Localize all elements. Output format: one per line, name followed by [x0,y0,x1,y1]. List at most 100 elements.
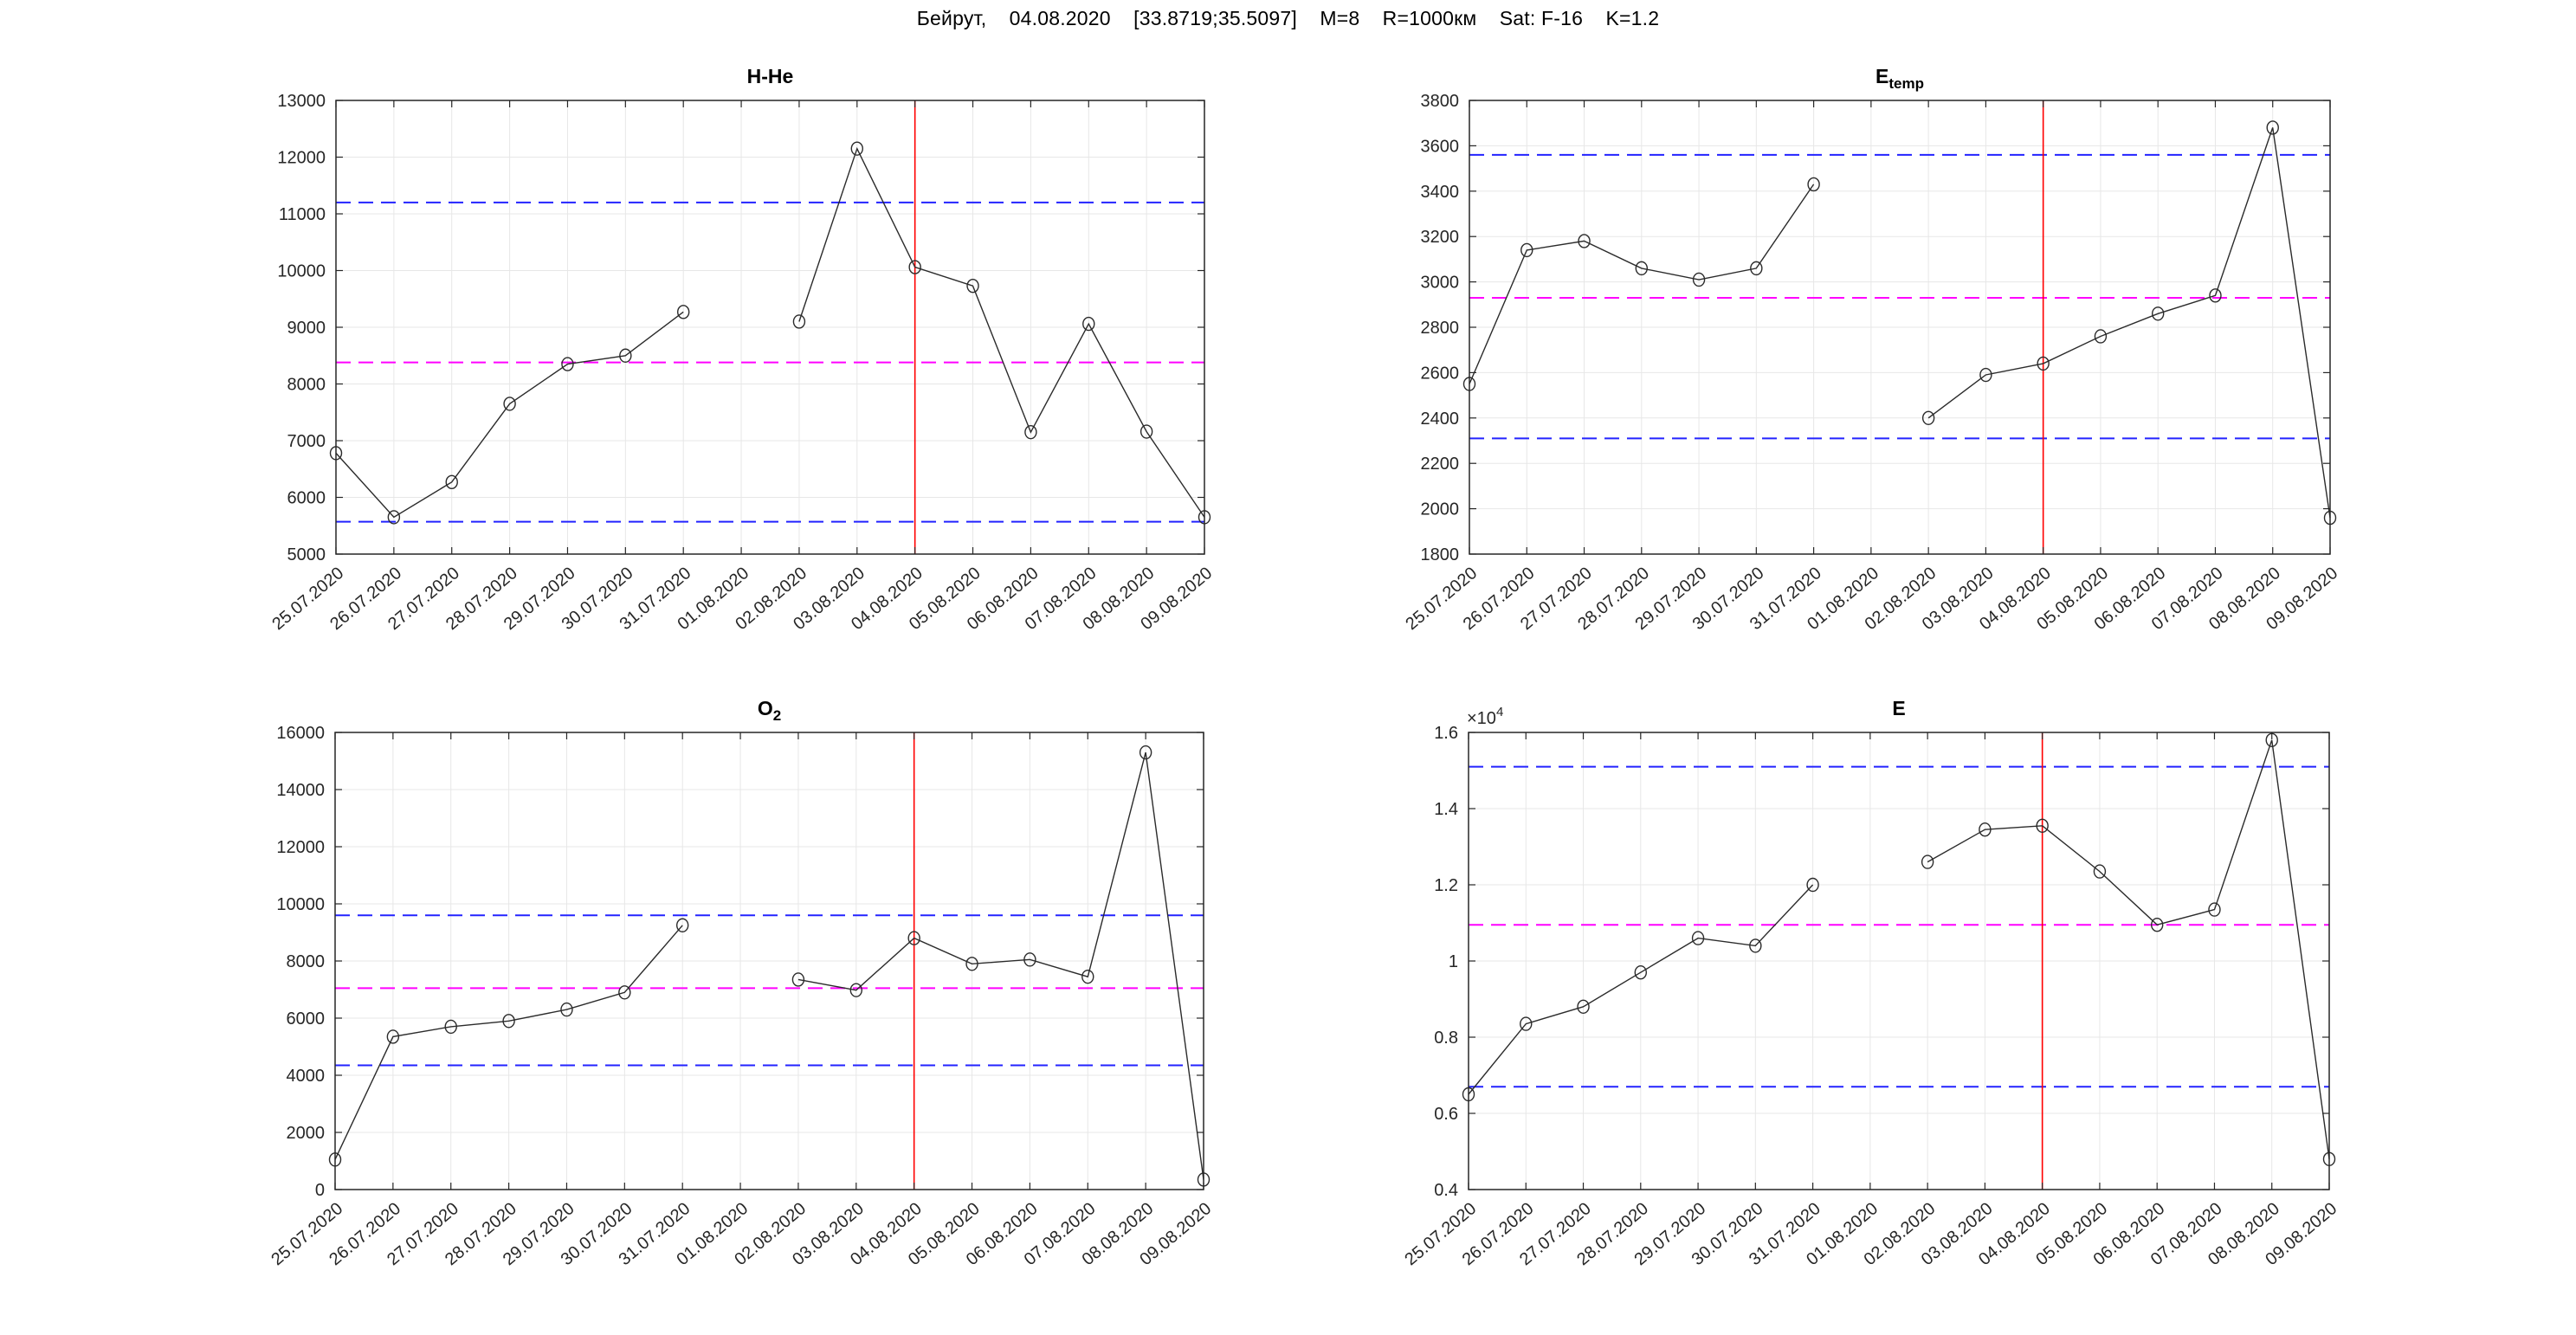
data-point [907,931,920,945]
y-tick-label: 2000 [287,1124,326,1143]
data-point [1024,424,1037,440]
subplot-title-sub: temp [1888,75,1924,92]
y-tick-label: 9000 [287,319,326,338]
data-point [1921,855,1934,869]
data-point [1520,242,1533,258]
subplot-title: Etemp [1876,65,1924,92]
subplot-o2-chart: 020004000600080001000012000140001600025.… [268,697,1215,1269]
data-point [2152,306,2165,321]
y-tick-label: 2000 [1421,500,1460,519]
data-point [1807,177,1820,192]
y-tick-label: 16000 [276,724,325,743]
data-point [676,918,689,932]
data-point [1806,877,1819,893]
data-point [444,1019,457,1035]
data-point [1634,965,1647,980]
data-point [387,510,401,525]
subplot-e-chart: 0.40.60.811.21.41.625.07.202026.07.20202… [1401,697,2340,1269]
y-tick-label: 3400 [1421,183,1460,202]
data-point [1577,999,1590,1014]
y-axis-exponent-label: ×104 [1467,705,1503,728]
y-tick-label: 2200 [1421,455,1460,474]
data-point [2094,329,2108,344]
data-point [502,1014,515,1029]
subplot-etemp-chart: 1800 2000 2200 2400 2600 2800 3000 3200 3400 3600… [1402,65,2341,634]
figure-title: Бейрут, 04.08.2020 [33.8719;35.5097] M=8… [916,7,1660,29]
data-point [445,474,458,490]
data-point [561,357,574,371]
y-tick-label: 3800 [1421,92,1460,111]
y-tick-label: 6000 [287,489,326,508]
y-tick-label: 5000 [287,545,326,564]
data-line [335,146,1205,519]
data-point [1692,272,1706,287]
y-tick-label: 2600 [1421,364,1460,383]
subplot-title-main: H-He [747,65,794,87]
data-point [1140,424,1153,439]
y-tick-label: 12000 [277,149,326,168]
data-line [1469,127,2331,519]
data-point [386,1029,400,1044]
subplot-title-main: O [758,697,773,719]
data-point [2093,864,2107,879]
data-point [965,957,978,971]
data-point [1578,234,1591,248]
y-tick-label: 13000 [277,92,326,111]
data-point [792,314,806,329]
subplot-title: O2 [758,697,781,724]
y-tick-label: 6000 [287,1009,326,1029]
data-line [1468,739,2330,1159]
data-point [2151,918,2164,932]
data-point [1749,938,1762,953]
y-tick-label: 0.6 [1434,1105,1458,1124]
data-point [2037,356,2050,371]
data-point [1520,1016,1533,1031]
data-point [1921,410,1935,425]
data-point [1081,969,1094,984]
data-point [677,305,690,319]
data-point [1023,952,1036,967]
y-tick-label: 8000 [287,952,326,971]
y-tick-label: 2400 [1421,410,1460,429]
data-point [619,348,632,363]
subplot-title-sub: 2 [773,707,781,724]
y-tick-label: 0.8 [1434,1029,1458,1048]
data-line [334,751,1204,1180]
y-tick-label: 14000 [276,781,325,800]
data-point [908,260,921,274]
data-point [503,397,516,411]
data-point [1635,261,1648,276]
data-point [2209,288,2222,303]
subplot-h-he-chart: 5000 6000 7000 8000 9000 10000 11000 12000 13000… [268,65,1216,634]
subplot-title: H-He [747,65,794,87]
exponent-power: 4 [1496,705,1503,719]
data-point [966,278,979,293]
data-point [560,1002,573,1017]
data-point [1979,367,1992,383]
y-tick-label: 3600 [1421,137,1460,156]
data-point [2266,120,2279,135]
subplot-title: E [1892,697,1905,719]
data-point [791,972,805,987]
y-tick-label: 1.2 [1434,876,1458,895]
y-tick-label: 1800 [1421,545,1460,564]
y-tick-label: 7000 [287,432,326,451]
subplot-title-main: E [1892,697,1905,719]
data-point [1750,261,1763,276]
y-tick-label: 3200 [1421,228,1460,247]
data-point [618,985,631,1000]
data-point [849,983,862,997]
data-point [1979,822,1992,837]
y-tick-label: 10000 [276,895,325,914]
y-tick-label: 1 [1449,952,1458,971]
y-tick-label: 1.6 [1434,724,1458,743]
y-tick-label: 11000 [279,205,326,224]
data-point [2036,818,2049,834]
data-point [1082,316,1095,332]
y-tick-label: 1.4 [1434,800,1458,819]
y-tick-label: 0.4 [1434,1181,1458,1200]
subplot-title-main: E [1876,65,1888,87]
exponent-base: ×10 [1467,709,1496,728]
y-tick-label: 3000 [1421,274,1460,293]
data-point [1139,745,1152,760]
